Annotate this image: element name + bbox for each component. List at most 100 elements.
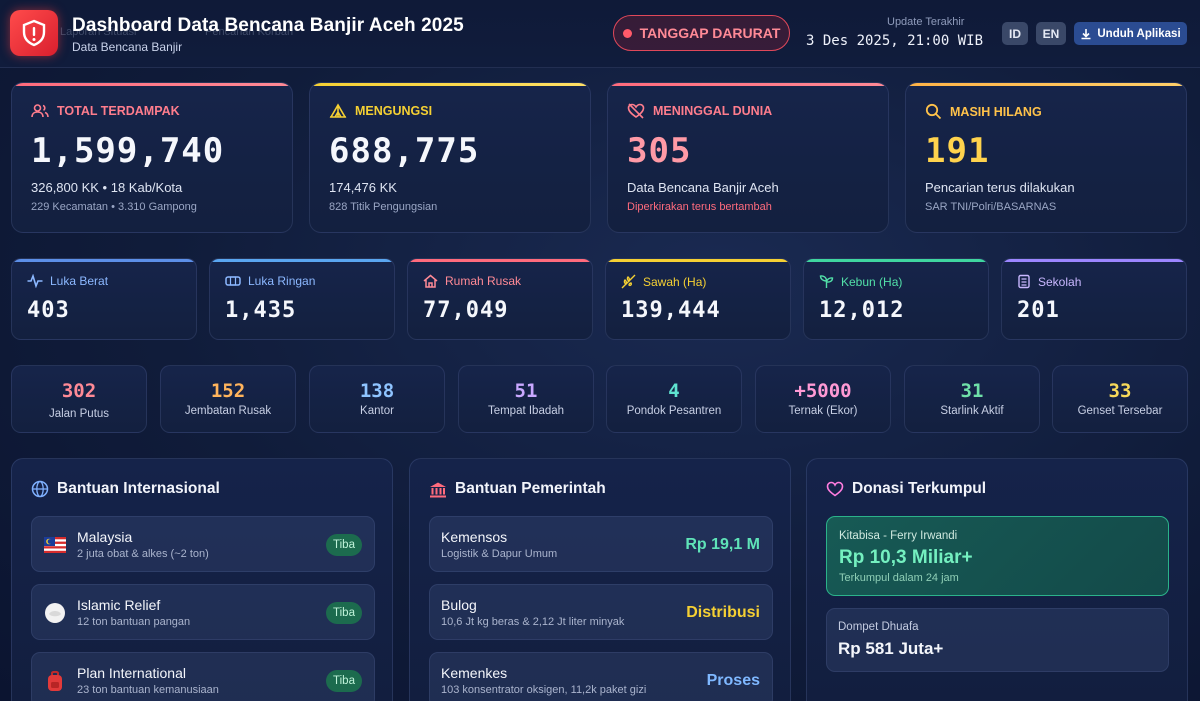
stat-label: MENGUNGSI (355, 104, 433, 118)
donation-card-dompet-dhuafa[interactable]: Dompet Dhuafa Rp 581 Juta+ (826, 608, 1169, 672)
item-desc: 2 juta obat & alkes (~2 ton) (77, 548, 209, 560)
small-stat-jembatan-rusak: 152 Jembatan Rusak (160, 365, 296, 433)
item-name: Plan International (77, 665, 186, 681)
shield-alert-logo-icon (10, 10, 58, 56)
panel-title: Bantuan Pemerintah (455, 480, 606, 497)
small-stat-label: Pondok Pesantren (626, 405, 722, 417)
item-desc: 23 ton bantuan kemanusiaan (77, 684, 219, 696)
panel-bantuan-internasional: Bantuan Internasional Malaysia 2 juta ob… (11, 458, 393, 701)
house-icon (423, 274, 438, 288)
item-desc: 12 ton bantuan pangan (77, 616, 191, 628)
page-title: Dashboard Data Bencana Banjir Aceh 2025 (72, 15, 464, 36)
small-stat-label: Ternak (Ekor) (788, 405, 858, 417)
stat-card-kebun: Kebun (Ha) 12,012 (803, 258, 989, 340)
stat-card-mengungsi: MENGUNGSI 688,775 174,476 KK 828 Titik P… (309, 82, 591, 233)
item-name: Islamic Relief (77, 597, 161, 613)
download-icon (1081, 28, 1091, 39)
stat-sub-1: Pencarian terus dilakukan (925, 180, 1075, 195)
stat-label: Kebun (Ha) (841, 274, 903, 289)
stat-value: 191 (925, 131, 990, 171)
small-stat-value: 33 (1108, 380, 1132, 402)
ghost-tab-pencarian: Pencarian Korban (205, 26, 294, 38)
islamic-relief-logo-icon (44, 602, 66, 624)
wheat-icon (621, 274, 636, 289)
small-stat-jalan-putus: 302 Jalan Putus (11, 365, 147, 433)
search-icon (925, 103, 942, 120)
stat-card-meninggal: MENINGGAL DUNIA 305 Data Bencana Banjir … (607, 82, 889, 233)
list-item[interactable]: Kemenkes 103 konsentrator oksigen, 11,2k… (429, 652, 773, 701)
stat-value: 1,599,740 (31, 131, 225, 171)
stat-sub-2: 229 Kecamatan • 3.310 Gampong (31, 201, 197, 213)
small-stat-value: +5000 (794, 380, 852, 402)
status-badge: Tiba (326, 670, 362, 692)
list-item[interactable]: Islamic Relief 12 ton bantuan pangan Tib… (31, 584, 375, 640)
small-stat-starlink: 31 Starlink Aktif (904, 365, 1040, 433)
stat-value: 1,435 (225, 298, 297, 323)
list-item[interactable]: Kemensos Logistik & Dapur Umum Rp 19,1 M (429, 516, 773, 572)
stat-value: 305 (627, 131, 692, 171)
tent-icon (329, 103, 347, 118)
page-subtitle: Data Bencana Banjir (72, 40, 183, 54)
donation-source: Kitabisa - Ferry Irwandi (839, 530, 958, 542)
stat-card-sekolah: Sekolah 201 (1001, 258, 1187, 340)
panel-title: Bantuan Internasional (57, 480, 220, 497)
small-stat-value: 152 (210, 380, 246, 402)
stat-sub-1: 326,800 KK • 18 Kab/Kota (31, 180, 183, 195)
small-stat-kantor: 138 Kantor (309, 365, 445, 433)
item-desc: 103 konsentrator oksigen, 11,2k paket gi… (441, 684, 647, 696)
donation-source: Dompet Dhuafa (838, 621, 919, 633)
list-item[interactable]: Malaysia 2 juta obat & alkes (~2 ton) Ti… (31, 516, 375, 572)
users-icon (31, 104, 49, 118)
small-stat-label: Kantor (360, 405, 394, 417)
small-stat-label: Jalan Putus (48, 408, 110, 420)
heart-icon (826, 481, 844, 497)
donation-amount: Rp 581 Juta+ (838, 639, 944, 658)
ghost-tab-laporan: Laporan Situasi (60, 26, 137, 38)
panel-bantuan-pemerintah: Bantuan Pemerintah Kemensos Logistik & D… (409, 458, 791, 701)
small-stat-label: Jembatan Rusak (184, 405, 272, 417)
lang-en-button[interactable]: EN (1036, 22, 1066, 45)
small-stat-label: Genset Tersebar (1077, 405, 1163, 417)
emergency-status-button[interactable]: TANGGAP DARURAT (613, 15, 790, 51)
stat-label: TOTAL TERDAMPAK (57, 104, 180, 118)
item-name: Malaysia (77, 529, 133, 545)
status-dot-icon (622, 28, 632, 38)
small-stat-genset: 33 Genset Tersebar (1052, 365, 1188, 433)
stat-sub-1: 174,476 KK (329, 180, 397, 195)
stat-label: Rumah Rusak (445, 274, 522, 288)
emergency-label: TANGGAP DARURAT (639, 25, 781, 41)
bank-icon (430, 482, 446, 497)
donation-card-kitabisa[interactable]: Kitabisa - Ferry Irwandi Rp 10,3 Miliar+… (826, 516, 1169, 596)
item-desc: Logistik & Dapur Umum (441, 548, 558, 560)
list-item[interactable]: Plan International 23 ton bantuan kemanu… (31, 652, 375, 701)
stat-value: 12,012 (819, 298, 905, 323)
list-item[interactable]: Bulog 10,6 Jt kg beras & 2,12 Jt liter m… (429, 584, 773, 640)
lang-id-button[interactable]: ID (1002, 22, 1028, 45)
item-name: Kemensos (441, 529, 508, 545)
stat-label: Luka Ringan (248, 274, 316, 288)
panel-title: Donasi Terkumpul (852, 480, 987, 497)
download-app-button[interactable]: Unduh Aplikasi (1074, 22, 1187, 45)
stat-sub-2: Diperkirakan terus bertambah (627, 201, 772, 213)
donation-amount: Rp 10,3 Miliar+ (839, 547, 973, 568)
stat-sub-1: Data Bencana Banjir Aceh (627, 180, 779, 195)
small-stat-ternak: +5000 Ternak (Ekor) (755, 365, 891, 433)
stat-label: Luka Berat (50, 274, 109, 288)
item-amount: Distribusi (686, 604, 760, 621)
backpack-icon (44, 670, 66, 692)
malaysia-flag-icon (44, 534, 66, 556)
stat-value: 403 (27, 298, 70, 323)
globe-icon (31, 480, 49, 498)
item-name: Kemenkes (441, 665, 508, 681)
stat-card-rumah-rusak: Rumah Rusak 77,049 (407, 258, 593, 340)
stat-label: MENINGGAL DUNIA (653, 104, 773, 118)
update-time: 3 Des 2025, 21:00 WIB (806, 33, 984, 49)
pulse-icon (27, 274, 43, 288)
update-label: Update Terakhir (887, 16, 965, 28)
stat-card-masih-hilang: MASIH HILANG 191 Pencarian terus dilakuk… (905, 82, 1187, 233)
small-stat-pondok-pesantren: 4 Pondok Pesantren (606, 365, 742, 433)
small-stat-value: 51 (514, 380, 538, 402)
stat-sub-2: 828 Titik Pengungsian (329, 201, 438, 213)
item-amount: Rp 19,1 M (685, 536, 760, 553)
small-stat-value: 302 (61, 380, 97, 402)
